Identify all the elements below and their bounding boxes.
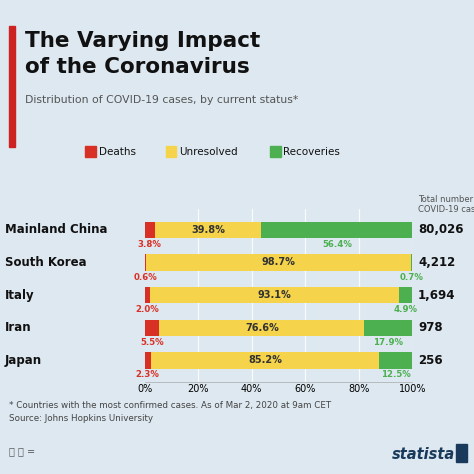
Text: of the Coronavirus: of the Coronavirus <box>25 57 249 77</box>
Text: Recoveries: Recoveries <box>283 146 340 157</box>
Text: 2.3%: 2.3% <box>136 371 160 380</box>
Bar <box>151 352 379 368</box>
Text: Source: Johns Hopkins University: Source: Johns Hopkins University <box>9 414 153 423</box>
Text: 56.4%: 56.4% <box>322 240 352 249</box>
Text: 12.5%: 12.5% <box>381 371 410 380</box>
Text: 0.7%: 0.7% <box>400 273 423 282</box>
Text: statista: statista <box>392 447 455 462</box>
Text: 256: 256 <box>418 354 443 367</box>
Text: 3.8%: 3.8% <box>138 240 162 249</box>
Text: 85.2%: 85.2% <box>248 356 282 365</box>
Text: 80,026: 80,026 <box>418 223 464 236</box>
Text: Mainland China: Mainland China <box>5 223 107 236</box>
Text: COVID-19 cases: COVID-19 cases <box>418 205 474 214</box>
Bar <box>145 352 151 368</box>
Text: 39.8%: 39.8% <box>191 225 225 235</box>
Text: Unresolved: Unresolved <box>179 146 238 157</box>
Text: 98.7%: 98.7% <box>261 257 295 267</box>
Text: 4,212: 4,212 <box>418 256 456 269</box>
Bar <box>159 319 365 336</box>
Text: Deaths: Deaths <box>99 146 136 157</box>
Text: 2.0%: 2.0% <box>136 305 159 314</box>
Text: Iran: Iran <box>5 321 31 334</box>
Text: The Varying Impact: The Varying Impact <box>25 31 260 51</box>
Text: 76.6%: 76.6% <box>245 323 279 333</box>
Bar <box>379 352 412 368</box>
Bar <box>261 222 412 238</box>
Text: South Korea: South Korea <box>5 256 86 269</box>
Text: 0.6%: 0.6% <box>134 273 157 282</box>
Text: 1,694: 1,694 <box>418 289 456 301</box>
Bar <box>145 287 150 303</box>
Bar <box>155 222 261 238</box>
Bar <box>365 319 412 336</box>
Bar <box>399 287 412 303</box>
Bar <box>145 222 155 238</box>
Text: 978: 978 <box>418 321 443 334</box>
Bar <box>145 254 146 271</box>
Text: 5.5%: 5.5% <box>140 338 164 347</box>
Text: Total number of: Total number of <box>418 195 474 204</box>
Text: 17.9%: 17.9% <box>374 338 403 347</box>
Text: Ⓒ ⓘ =: Ⓒ ⓘ = <box>9 446 35 456</box>
Bar <box>150 287 399 303</box>
Text: Italy: Italy <box>5 289 34 301</box>
Text: Distribution of COVID-19 cases, by current status*: Distribution of COVID-19 cases, by curre… <box>25 95 298 105</box>
Bar <box>146 254 410 271</box>
Text: Japan: Japan <box>5 354 42 367</box>
Bar <box>410 254 412 271</box>
Bar <box>145 319 159 336</box>
Text: 93.1%: 93.1% <box>258 290 292 300</box>
Text: * Countries with the most confirmed cases. As of Mar 2, 2020 at 9am CET: * Countries with the most confirmed case… <box>9 401 331 410</box>
Text: 4.9%: 4.9% <box>394 305 418 314</box>
